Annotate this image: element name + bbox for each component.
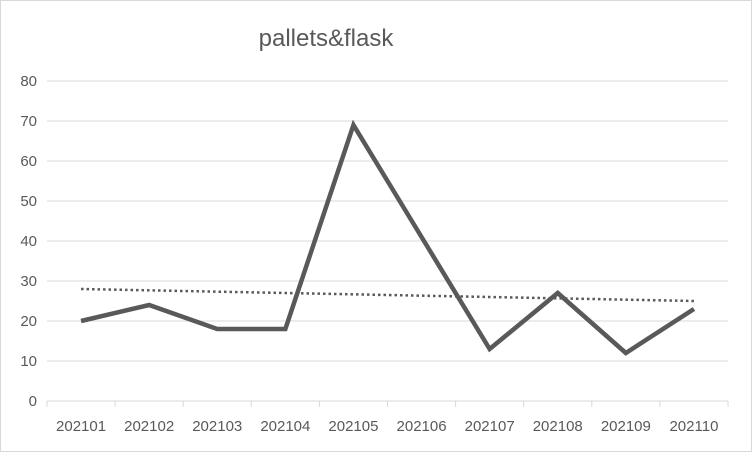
- y-tick-label: 0: [29, 393, 37, 410]
- x-tick-label: 202109: [601, 418, 651, 435]
- y-tick-label: 40: [20, 233, 37, 250]
- linear-trendline: [81, 289, 694, 301]
- y-tick-label: 10: [20, 353, 37, 370]
- y-tick-label: 60: [20, 153, 37, 170]
- gridlines: [47, 81, 728, 361]
- y-tick-label: 50: [20, 193, 37, 210]
- y-tick-label: 70: [20, 113, 37, 130]
- x-tick-label: 202107: [465, 418, 515, 435]
- x-tick-label: 202108: [533, 418, 583, 435]
- y-tick-label: 80: [20, 73, 37, 90]
- x-tick-label: 202101: [56, 418, 106, 435]
- trendline: [81, 289, 694, 301]
- x-tick-label: 202105: [328, 418, 378, 435]
- x-tick-label: 202102: [124, 418, 174, 435]
- series-line: [81, 125, 694, 353]
- x-axis: 202101 202102 202103 202104 202105 202106 2021…: [47, 401, 728, 435]
- series-group: [81, 125, 694, 353]
- y-axis-ticks: 0 10 20 30 40 50 60 70 80: [20, 73, 37, 410]
- x-tick-label: 202110: [669, 418, 718, 435]
- chart-title: pallets&flask: [259, 25, 395, 52]
- x-tick-label: 202104: [260, 418, 310, 435]
- y-tick-label: 30: [20, 273, 37, 290]
- x-tick-label: 202106: [397, 418, 447, 435]
- y-tick-label: 20: [20, 313, 37, 330]
- x-tick-label: 202103: [192, 418, 242, 435]
